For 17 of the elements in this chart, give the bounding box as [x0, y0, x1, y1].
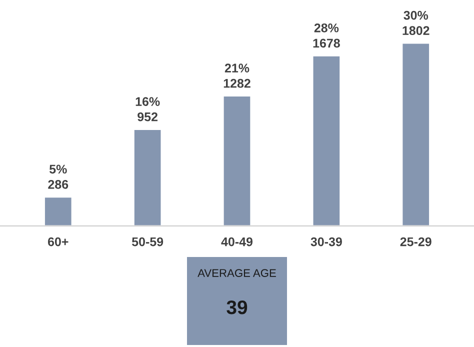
bar — [401, 42, 430, 226]
text: AVERAGE AGE — [198, 269, 276, 277]
data-label: 28% 1678 — [313, 23, 340, 48]
bar — [133, 128, 162, 226]
data-label: 16% 952 — [136, 97, 160, 122]
text: 39 — [226, 300, 248, 314]
x-tick-label: 50-59 — [132, 237, 164, 246]
data-label: 30% 1802 — [402, 10, 430, 36]
bar — [44, 196, 73, 226]
bar — [312, 54, 341, 226]
bar — [222, 95, 252, 226]
x-tick-label: 25-29 — [400, 237, 432, 246]
x-tick-label: 40-49 — [221, 237, 253, 246]
data-label: 5% 286 — [48, 164, 68, 189]
x-tick-label: 60+ — [48, 237, 68, 246]
data-label: 21% 1282 — [224, 64, 250, 88]
x-tick-label: 30-39 — [310, 237, 342, 246]
